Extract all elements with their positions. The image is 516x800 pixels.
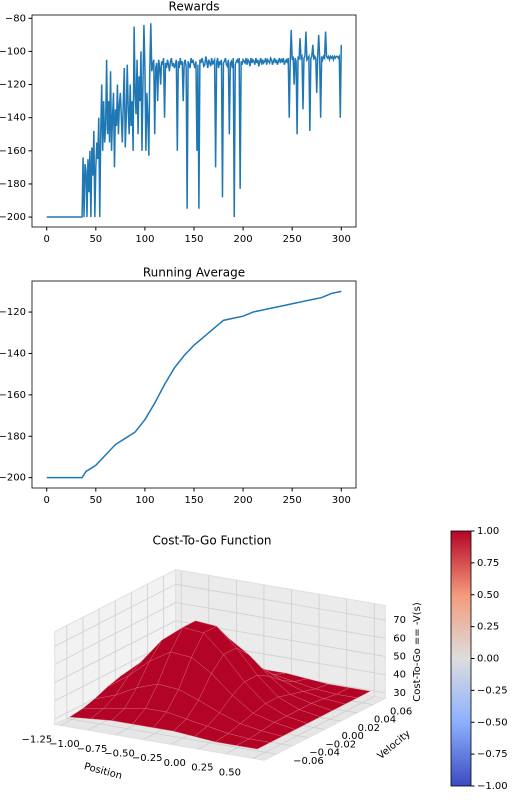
colorbar <box>450 530 472 787</box>
x-tick-label: 100 <box>135 495 154 506</box>
colorbar-tick-label: 0.75 <box>477 558 499 569</box>
x-tick-label: −1.00 <box>49 739 80 750</box>
y-tick-label: 0.06 <box>390 706 412 717</box>
y-tick-label: −120 <box>0 307 26 318</box>
grid-line <box>54 620 176 683</box>
y-tick-label: −0.04 <box>309 748 340 759</box>
y-tick-label: 0.00 <box>342 731 364 742</box>
y-tick-label: −120 <box>0 80 26 91</box>
chart-title: Running Average <box>143 266 245 280</box>
x-tick-label: 150 <box>184 495 203 506</box>
x-tick-label: 200 <box>234 234 253 245</box>
x-tick-label: 150 <box>184 234 203 245</box>
x-tick-label: 300 <box>332 234 351 245</box>
chart-title: Cost-To-Go Function <box>152 534 271 548</box>
axes-frame <box>31 14 357 228</box>
z-tick-label: 50 <box>393 651 406 662</box>
z-tick-label: 60 <box>393 633 406 644</box>
z-axis-label: Cost-To-Go == -V(s) <box>412 602 423 702</box>
x-tick-label: −0.75 <box>77 744 108 755</box>
x-tick-label: 250 <box>283 495 302 506</box>
colorbar-tick-label: 0.50 <box>477 590 499 601</box>
x-tick-label: 50 <box>89 234 102 245</box>
colorbar-tick-label: −1.00 <box>477 781 508 792</box>
x-axis-label: Position <box>83 761 123 782</box>
y-tick-label: −180 <box>0 431 26 442</box>
grid-line <box>66 717 277 755</box>
grid-line <box>175 602 386 639</box>
y-tick-label: −200 <box>0 473 26 484</box>
y-tick-label: 0.02 <box>358 723 380 734</box>
y-tick-label: −80 <box>5 13 26 24</box>
x-tick-label: 0.25 <box>191 763 213 774</box>
y-tick-label: −140 <box>0 348 26 359</box>
line-series <box>46 23 343 218</box>
line-series <box>46 290 342 479</box>
colorbar-tick-label: −0.50 <box>477 717 508 728</box>
colorbar-tick-label: −0.25 <box>477 685 508 696</box>
y-tick-label: −160 <box>0 146 26 157</box>
colorbar-tick-label: 0.00 <box>477 654 499 665</box>
y-tick-label: −0.02 <box>325 739 356 750</box>
x-tick-label: −1.25 <box>22 734 53 745</box>
y-tick-label: −0.06 <box>293 756 324 767</box>
x-tick-label: −0.25 <box>132 753 163 764</box>
colorbar-tick-label: 1.00 <box>477 526 499 537</box>
grid-line <box>175 583 386 621</box>
axes-frame <box>31 280 357 489</box>
x-tick-label: 250 <box>283 234 302 245</box>
y-tick-label: 0.04 <box>374 715 396 726</box>
z-tick-label: 30 <box>393 688 406 699</box>
y-tick-label: −140 <box>0 113 26 124</box>
z-tick-label: 70 <box>393 615 406 626</box>
y-tick-label: −180 <box>0 179 26 190</box>
z-tick-label: 40 <box>393 670 406 681</box>
colorbar-tick-label: 0.25 <box>477 622 499 633</box>
x-tick-label: 0.00 <box>164 758 186 769</box>
y-tick-label: −100 <box>0 46 26 57</box>
x-tick-label: 300 <box>332 495 351 506</box>
x-tick-label: 200 <box>234 495 253 506</box>
y-axis-label: Velocity <box>376 728 413 762</box>
colorbar-tick-label: −0.75 <box>477 749 508 760</box>
grid-line <box>54 583 176 647</box>
y-tick-label: −160 <box>0 390 26 401</box>
x-tick-label: 100 <box>135 234 154 245</box>
x-tick-label: 0 <box>44 234 50 245</box>
y-tick-label: −200 <box>0 212 26 223</box>
x-tick-label: 50 <box>89 495 102 506</box>
x-tick-label: 0 <box>44 495 50 506</box>
x-tick-label: 0.50 <box>219 767 241 778</box>
grid-line <box>54 602 176 665</box>
chart-title: Rewards <box>169 0 220 14</box>
x-tick-label: −0.50 <box>104 748 135 759</box>
surface-patch <box>235 738 271 750</box>
